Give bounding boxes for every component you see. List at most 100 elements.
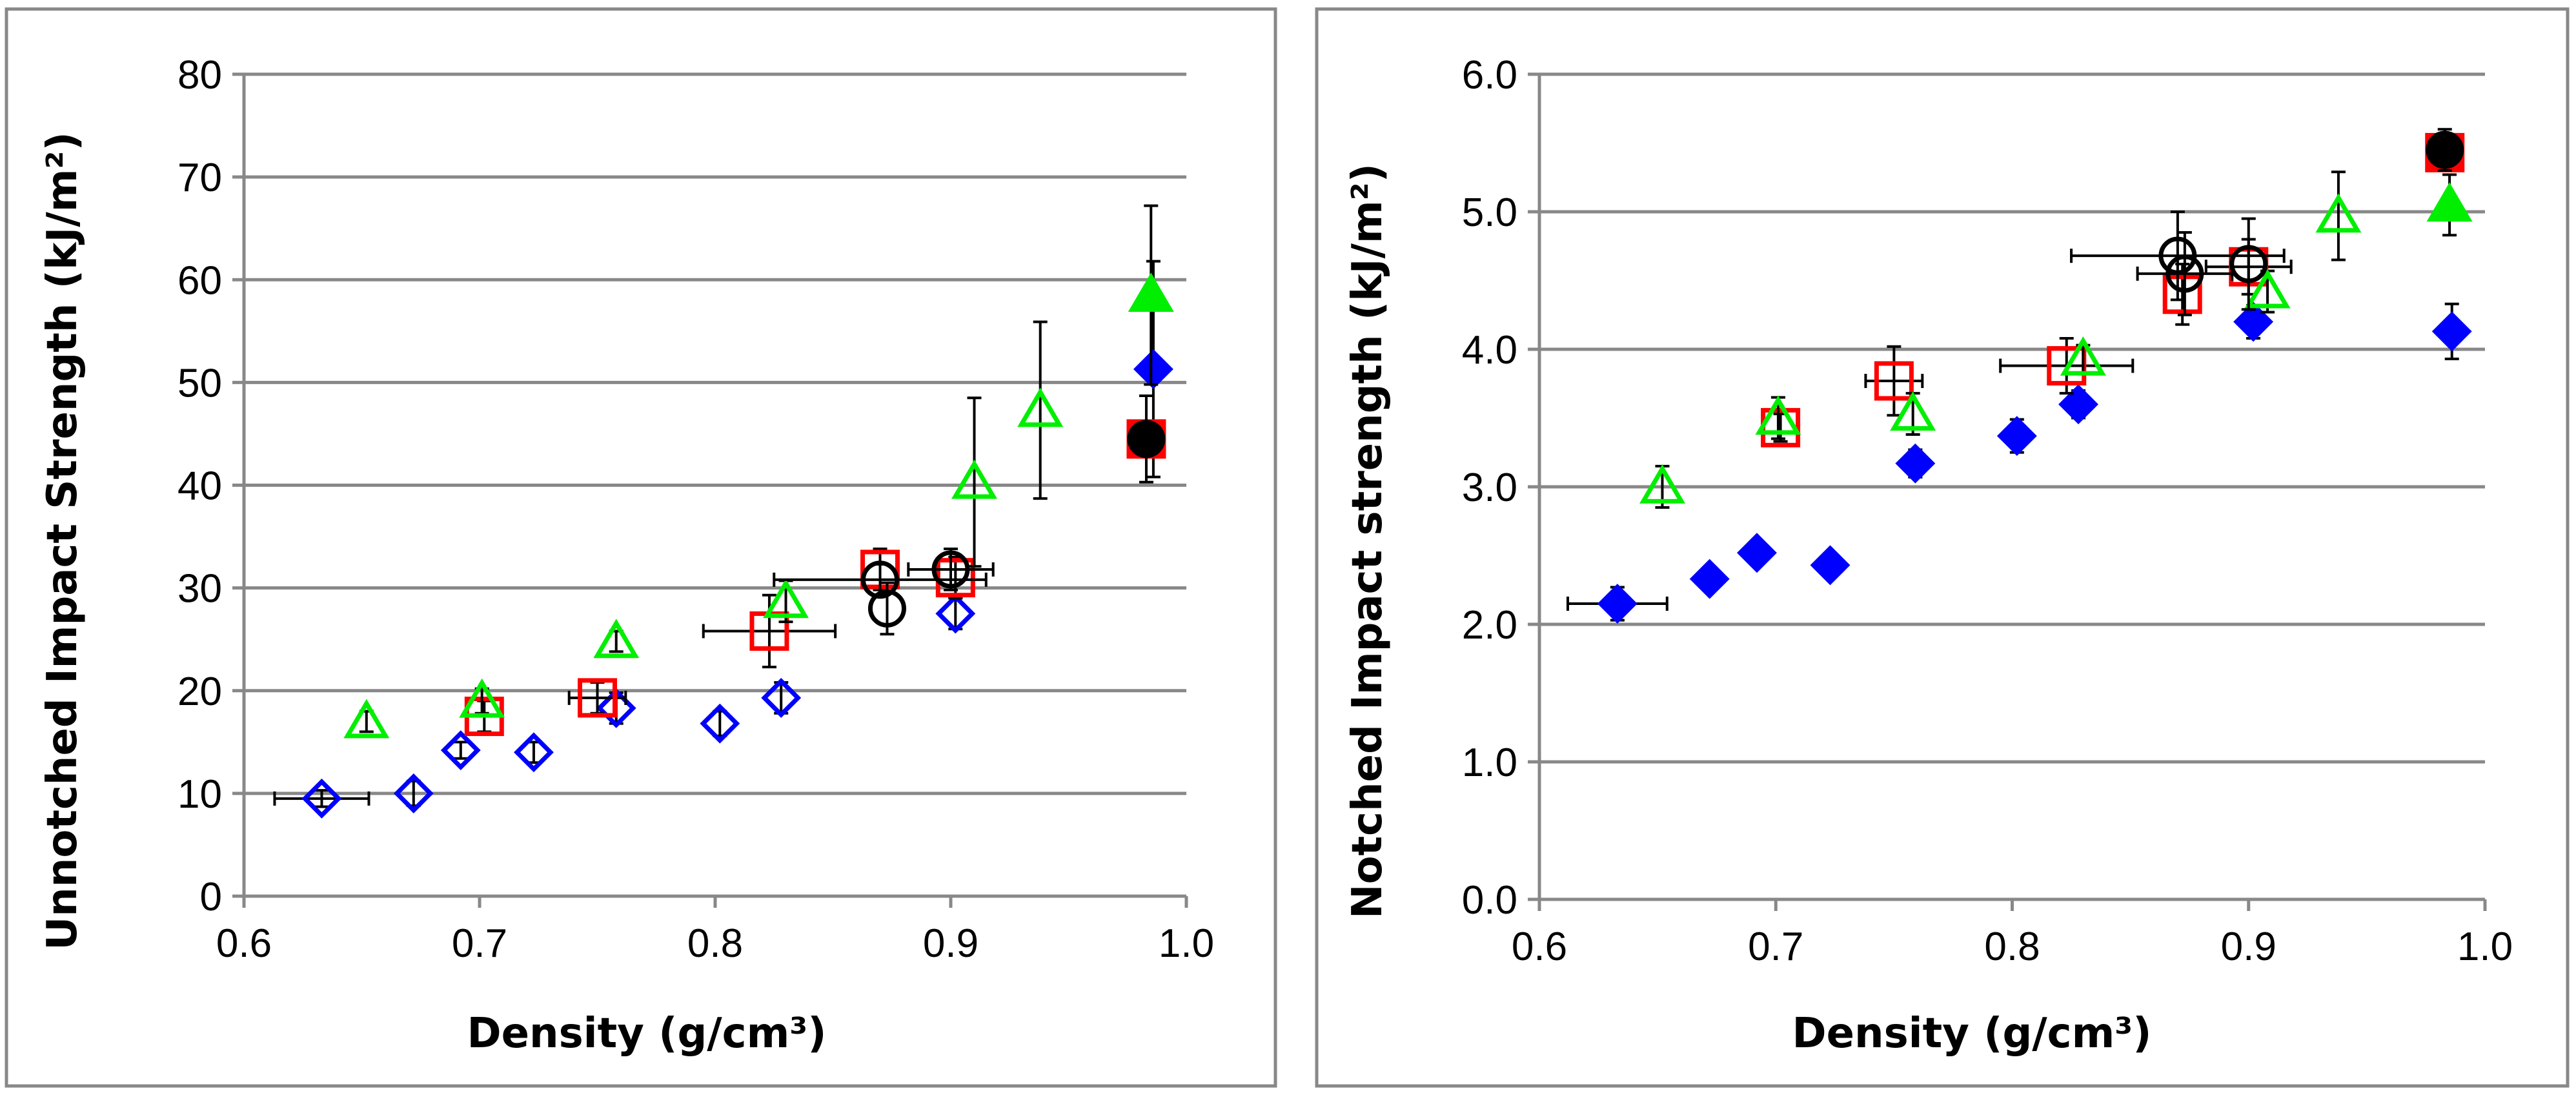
right-marker-diamond <box>2058 384 2098 425</box>
right-data-point <box>2058 384 2098 425</box>
right-data-point <box>1737 533 1777 573</box>
right-data-point <box>2431 302 2472 360</box>
left-x-tick-label: 0.8 <box>687 921 743 966</box>
right-data-point <box>1895 443 1936 484</box>
right-plot-area: 0.0 1.0 2.0 3.0 4.0 5.0 6.0 0.6 0.7 0.8 0.9 1.0 <box>1462 53 2513 969</box>
left-y-tick-label: 80 <box>177 53 222 97</box>
left-y-axis-label: Unnotched Impact Strength (kJ/m²) <box>39 132 86 950</box>
left-marker-diamond <box>393 773 434 814</box>
left-data-point <box>1127 394 1166 484</box>
left-data-point <box>459 678 505 718</box>
left-y-tick-label: 20 <box>177 670 222 714</box>
right-data-point <box>2315 170 2362 261</box>
right-marker-circle <box>2165 254 2204 293</box>
right-data-point <box>1566 584 1668 624</box>
right-y-tick-label: 3.0 <box>1462 466 1517 510</box>
left-marker-triangle <box>593 619 640 659</box>
left-x-tick-label: 0.6 <box>216 921 272 966</box>
left-marker-triangle <box>1128 272 1174 312</box>
left-marker-circle <box>1127 420 1166 458</box>
left-marker-triangle <box>459 678 505 718</box>
left-data-point <box>700 703 740 744</box>
right-marker-triangle <box>2244 269 2291 309</box>
left-marker-circle <box>861 560 899 599</box>
right-y-axis-label: Notched Impact strength (kJ/m²) <box>1344 163 1392 919</box>
right-data-point <box>1996 416 2037 456</box>
left-data-point <box>1128 204 1174 386</box>
left-marker-triangle <box>763 578 809 619</box>
left-marker-diamond <box>596 688 636 728</box>
left-data-point <box>567 678 627 718</box>
right-x-tick-label: 0.8 <box>1984 925 2040 969</box>
left-y-tick-label: 50 <box>177 361 222 405</box>
left-y-tick-label: 30 <box>177 567 222 611</box>
right-marker-square <box>2162 274 2202 314</box>
right-marker-diamond <box>1737 533 1777 573</box>
right-data-point <box>2426 128 2464 172</box>
left-y-tick-label: 0 <box>200 875 222 919</box>
right-marker-circle <box>2229 245 2268 283</box>
right-data-point <box>1810 545 1851 586</box>
right-marker-diamond <box>1597 584 1638 624</box>
right-marker-triangle <box>1755 395 1801 435</box>
left-marker-diamond <box>1133 349 1173 389</box>
right-marker-diamond <box>1996 416 2037 456</box>
left-marker-diamond <box>514 732 554 773</box>
left-data-point <box>273 778 370 819</box>
left-marker-circle <box>867 589 906 628</box>
left-data-point <box>867 581 906 636</box>
left-data-point <box>393 773 434 814</box>
left-x-axis-label: Density (g/cm³) <box>467 1010 826 1058</box>
right-data-point <box>1864 345 1924 417</box>
right-chart-frame <box>1315 7 2570 1088</box>
right-marker-triangle <box>2060 336 2106 376</box>
right-data-point <box>2060 336 2106 376</box>
left-chart-frame <box>5 7 1277 1088</box>
left-data-point <box>343 699 390 739</box>
left-marker-diamond <box>761 677 802 718</box>
left-x-tick-label: 1.0 <box>1159 921 1214 966</box>
right-marker-diamond <box>2431 311 2472 352</box>
left-marker-triangle <box>1017 387 1064 427</box>
left-marker-triangle <box>951 459 997 499</box>
left-data-point <box>1017 320 1064 500</box>
left-x-tick-label: 0.7 <box>452 921 507 966</box>
left-marker-diamond <box>700 703 740 744</box>
left-y-tick-label: 40 <box>177 464 222 509</box>
right-y-tick-label: 4.0 <box>1462 328 1517 373</box>
right-marker-circle <box>2426 130 2464 169</box>
right-marker-triangle <box>1890 391 1936 431</box>
left-data-point <box>951 396 997 568</box>
left-marker-triangle <box>343 699 390 739</box>
right-chart-panel: 0.0 1.0 2.0 3.0 4.0 5.0 6.0 0.6 0.7 0.8 0.9 1.0 Not… <box>1315 7 2570 1088</box>
left-marker-square <box>578 678 617 718</box>
right-marker-triangle <box>2426 182 2473 222</box>
right-y-tick-label: 5.0 <box>1462 190 1517 235</box>
right-data-point <box>2426 173 2473 237</box>
right-data-point <box>1755 395 1801 440</box>
right-x-axis-label: Density (g/cm³) <box>1792 1010 2151 1058</box>
left-marker-diamond <box>440 730 481 770</box>
left-data-point <box>440 730 481 770</box>
right-x-tick-label: 1.0 <box>2457 925 2513 969</box>
left-chart-panel: 0 10 20 30 40 50 60 70 80 0.6 0.7 0.8 0.9 1.0 Unnotch… <box>5 7 1277 1088</box>
left-data-point <box>907 548 995 591</box>
left-y-tick-label: 70 <box>177 156 222 200</box>
right-marker-diamond <box>1689 558 1730 599</box>
left-y-tick-label: 10 <box>177 772 222 817</box>
right-data-point <box>1890 391 1936 436</box>
right-data-point <box>1689 558 1730 599</box>
left-data-point <box>593 619 640 659</box>
right-x-tick-label: 0.9 <box>2221 925 2277 969</box>
left-data-point <box>761 677 802 718</box>
right-data-point <box>2229 217 2268 311</box>
right-data-point <box>1639 464 1685 509</box>
right-marker-triangle <box>2315 193 2362 233</box>
right-marker-diamond <box>1895 443 1936 484</box>
right-data-point <box>2136 230 2234 316</box>
right-marker-triangle <box>1639 464 1685 504</box>
right-y-tick-label: 6.0 <box>1462 53 1517 97</box>
left-data-point <box>514 732 554 773</box>
left-marker-diamond <box>935 593 976 634</box>
